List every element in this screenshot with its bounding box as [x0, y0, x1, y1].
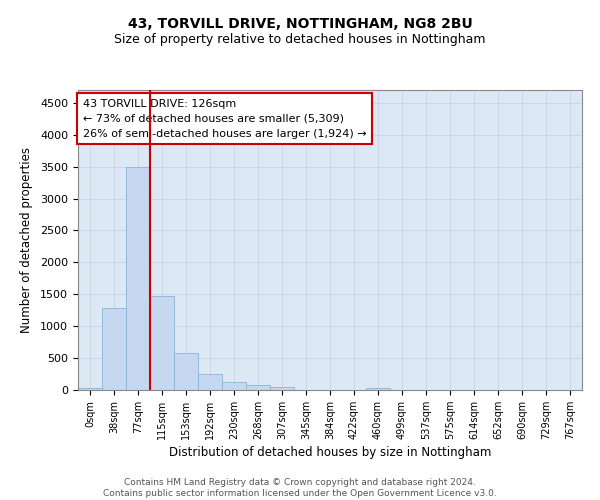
Bar — [174, 353, 198, 390]
Bar — [102, 308, 126, 390]
Bar — [222, 382, 246, 390]
Text: 43, TORVILL DRIVE, NOTTINGHAM, NG8 2BU: 43, TORVILL DRIVE, NOTTINGHAM, NG8 2BU — [128, 18, 472, 32]
Text: 43 TORVILL DRIVE: 126sqm
← 73% of detached houses are smaller (5,309)
26% of sem: 43 TORVILL DRIVE: 126sqm ← 73% of detach… — [83, 99, 367, 138]
Bar — [270, 387, 294, 390]
Y-axis label: Number of detached properties: Number of detached properties — [20, 147, 33, 333]
Bar — [126, 166, 150, 390]
X-axis label: Distribution of detached houses by size in Nottingham: Distribution of detached houses by size … — [169, 446, 491, 459]
Text: Size of property relative to detached houses in Nottingham: Size of property relative to detached ho… — [114, 32, 486, 46]
Bar — [78, 388, 102, 390]
Bar — [366, 388, 390, 390]
Bar — [198, 374, 222, 390]
Text: Contains HM Land Registry data © Crown copyright and database right 2024.
Contai: Contains HM Land Registry data © Crown c… — [103, 478, 497, 498]
Bar — [150, 296, 174, 390]
Bar — [246, 385, 270, 390]
